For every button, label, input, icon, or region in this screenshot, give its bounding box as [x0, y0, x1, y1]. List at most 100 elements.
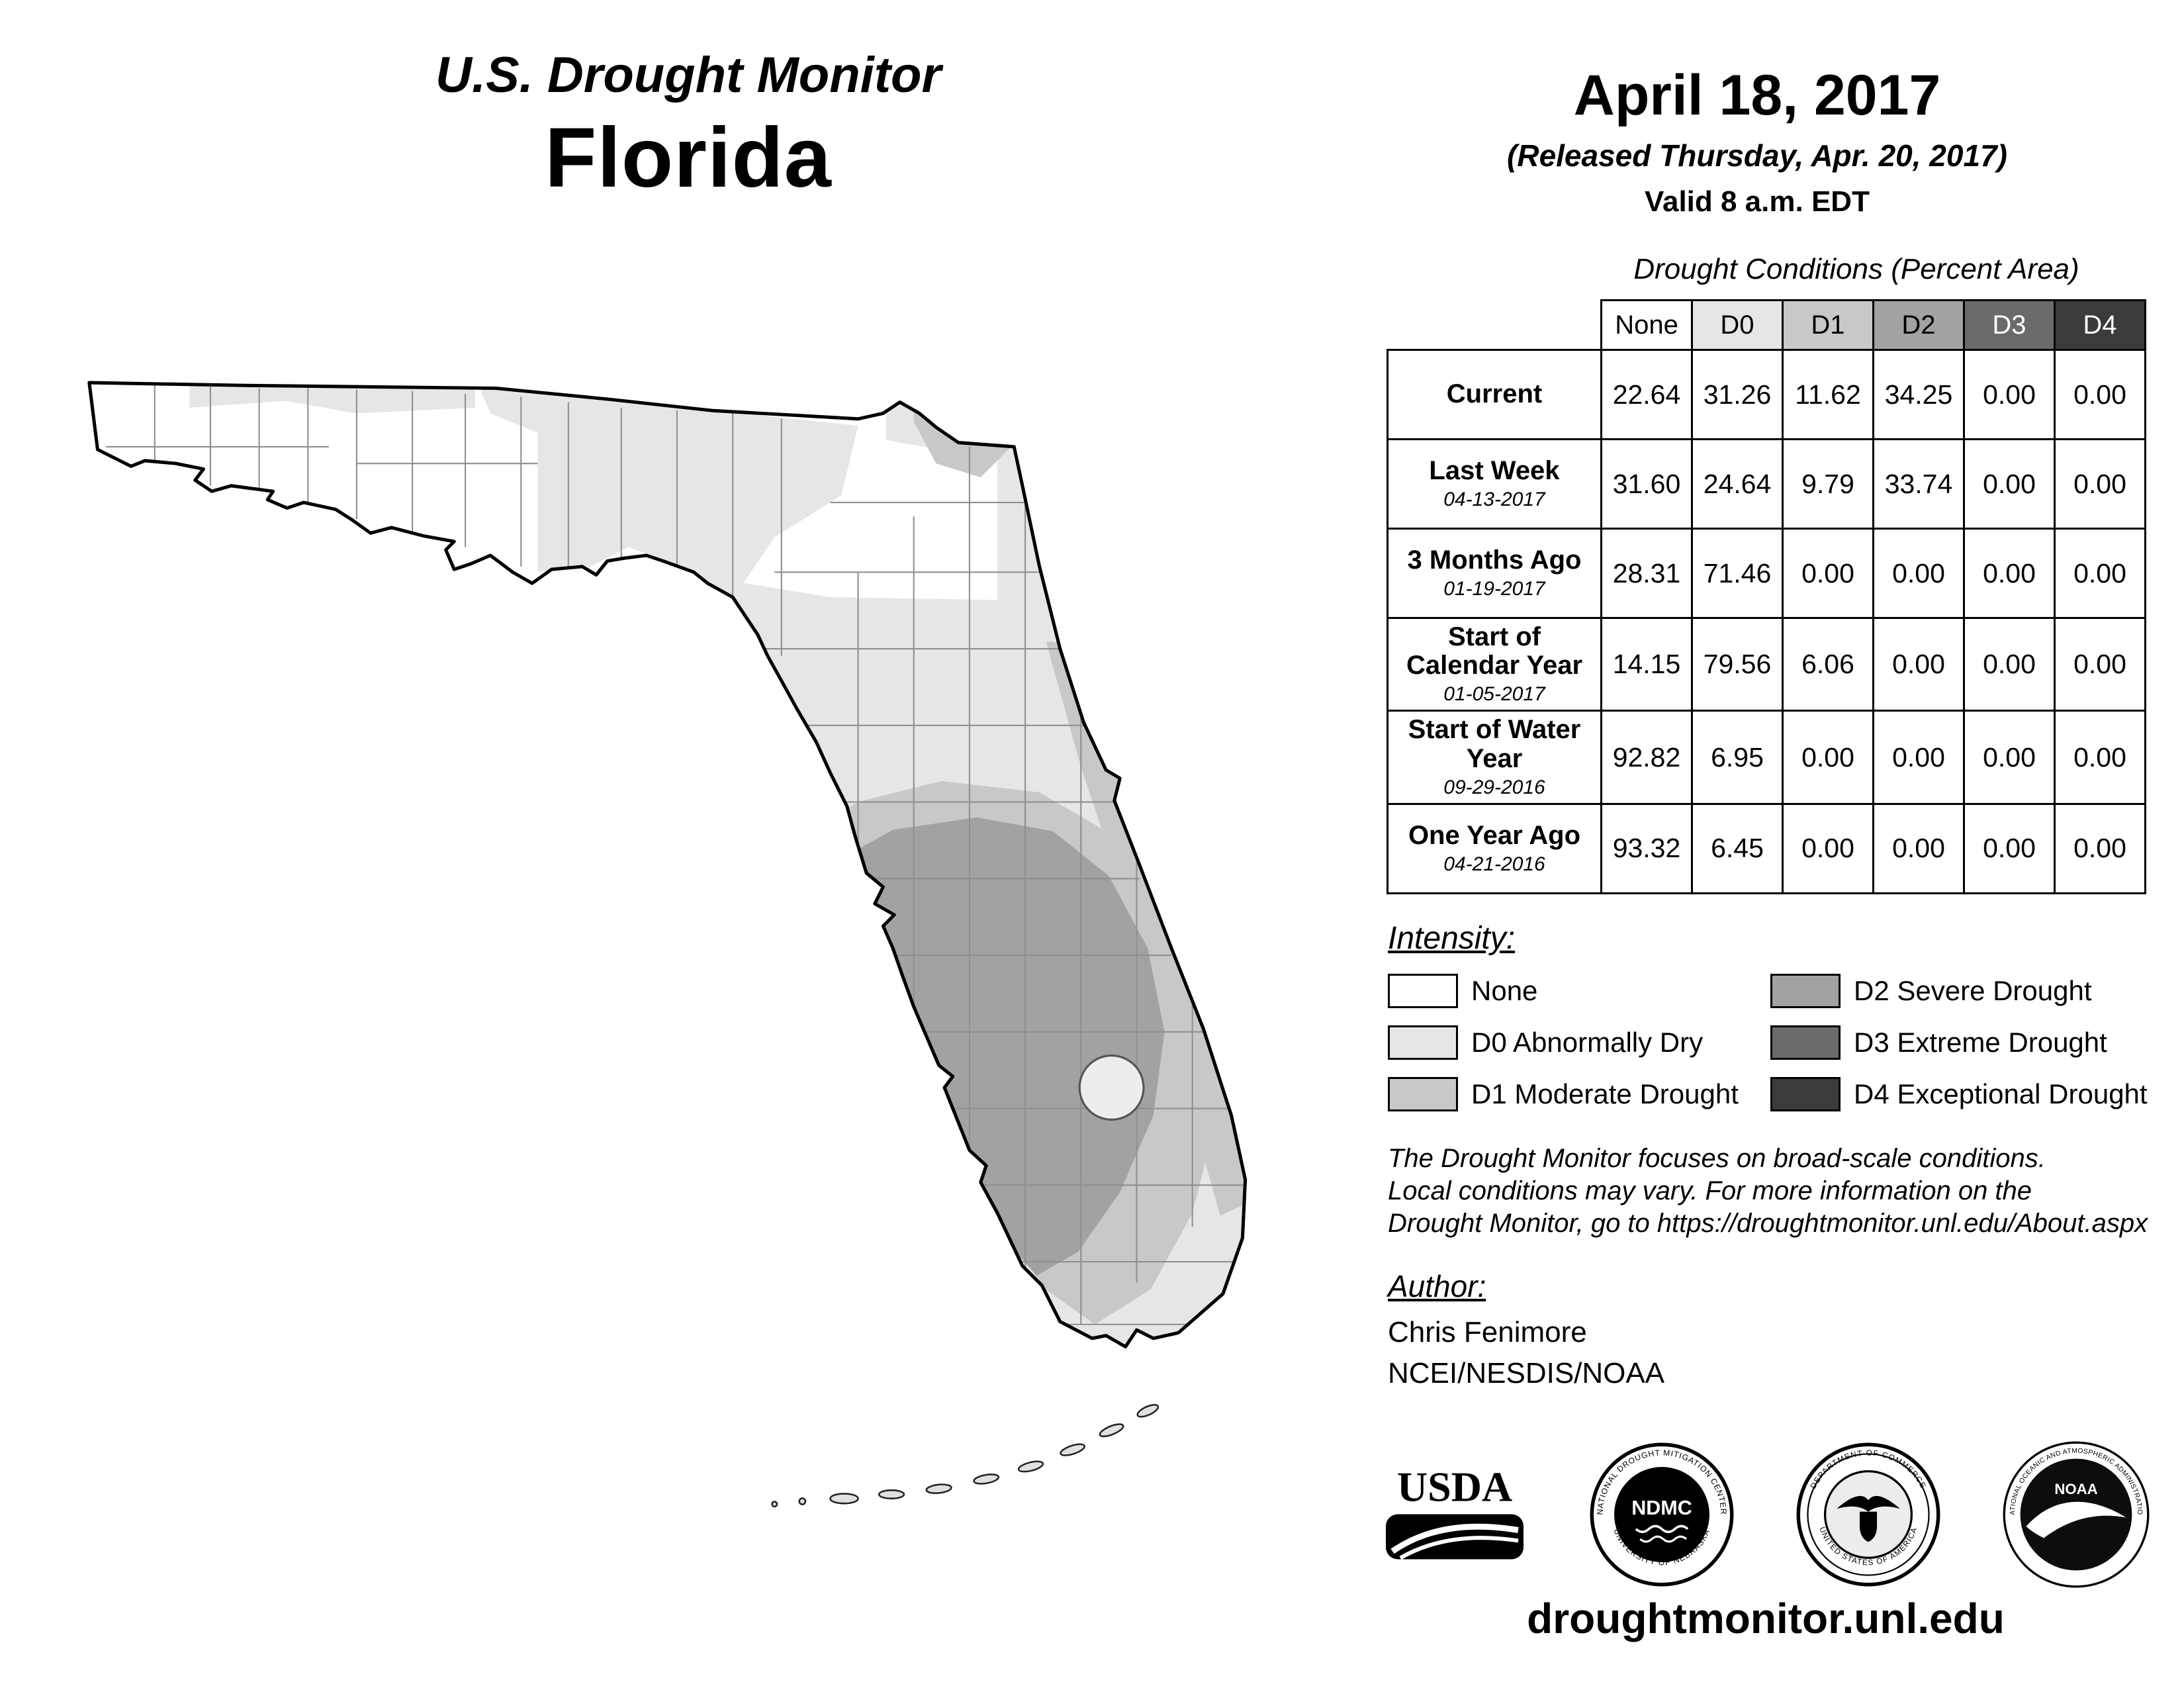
legend-item-d1: D1 Moderate Drought	[1388, 1077, 1770, 1111]
florida-keys	[771, 1404, 1160, 1508]
legend-item-d4: D4 Exceptional Drought	[1770, 1077, 2167, 1111]
map-date: April 18, 2017	[1573, 64, 1941, 127]
legend-item-d0: D0 Abnormally Dry	[1388, 1025, 1770, 1060]
d2-swatch	[1770, 974, 1841, 1008]
cell-value: 31.26	[1691, 349, 1784, 440]
table-corner-cell	[1388, 301, 1602, 350]
cell-value: 14.15	[1600, 616, 1693, 712]
legend-item-d2: D2 Severe Drought	[1770, 974, 2167, 1008]
ndmc-wordmark: NDMC	[1631, 1497, 1692, 1519]
valid-time: Valid 8 a.m. EDT	[1645, 185, 1870, 218]
col-header-d1: D1	[1782, 299, 1874, 351]
table-row: Last Week 04-13-2017 31.60 24.64 9.79 33…	[1387, 438, 2146, 530]
county-boundaries	[106, 385, 1246, 1325]
logo-row: USDA NATIONAL DROUGHT MITIGATION CENTER …	[1382, 1441, 2150, 1587]
cell-value: 0.00	[1963, 616, 2056, 712]
report-title: U.S. Drought Monitor	[435, 47, 942, 103]
cell-value: 11.62	[1782, 349, 1874, 440]
legend-item-d3: D3 Extreme Drought	[1770, 1025, 2167, 1060]
cell-value: 79.56	[1691, 616, 1784, 712]
usda-wordmark: USDA	[1397, 1464, 1512, 1511]
cell-value: 6.95	[1691, 710, 1784, 805]
cell-value: 0.00	[1872, 616, 1965, 712]
cell-value: 0.00	[2054, 438, 2146, 530]
author-title: Author:	[1388, 1269, 1486, 1303]
cell-value: 6.06	[1782, 616, 1874, 712]
d1-swatch	[1388, 1077, 1458, 1111]
cell-value: 0.00	[2054, 528, 2146, 619]
usda-logo: USDA	[1386, 1464, 1524, 1560]
d3-swatch	[1770, 1025, 1841, 1060]
cell-value: 0.00	[2054, 710, 2146, 805]
table-row: Start of Water Year 09-29-2016 92.82 6.9…	[1387, 710, 2146, 805]
author-name: Chris Fenimore	[1388, 1316, 1587, 1348]
noaa-wordmark: NOAA	[2054, 1480, 2097, 1497]
table-title: Drought Conditions (Percent Area)	[1633, 253, 2079, 285]
footer-url: droughtmonitor.unl.edu	[1527, 1595, 2005, 1642]
table-header-row: None D0 D1 D2 D3 D4	[1388, 299, 2146, 351]
cell-value: 0.00	[2054, 802, 2146, 894]
disclaimer-text: The Drought Monitor focuses on broad-sca…	[1388, 1143, 2148, 1239]
noaa-logo: NATIONAL OCEANIC AND ATMOSPHERIC ADMINIS…	[2003, 1441, 2150, 1587]
table-row: Current 22.64 31.26 11.62 34.25 0.00 0.0…	[1387, 349, 2146, 440]
drought-conditions-table: None D0 D1 D2 D3 D4 Current 22.64 31.26 …	[1387, 299, 2146, 894]
col-header-d0: D0	[1691, 299, 1784, 351]
row-label-current: Current	[1387, 349, 1602, 440]
date-block: April 18, 2017 (Released Thursday, Apr. …	[1330, 63, 2184, 218]
cell-value: 22.64	[1600, 349, 1693, 440]
col-header-none: None	[1600, 299, 1693, 351]
intensity-legend: None D2 Severe Drought D0 Abnormally Dry…	[1388, 965, 2175, 1120]
cell-value: 71.46	[1691, 528, 1784, 619]
cell-value: 0.00	[1872, 528, 1965, 619]
cell-value: 0.00	[1963, 710, 2056, 805]
cell-value: 0.00	[1963, 438, 2056, 530]
intensity-title: Intensity:	[1388, 921, 1516, 956]
col-header-d2: D2	[1872, 299, 1965, 351]
cell-value: 0.00	[1782, 528, 1874, 619]
doc-eagle-icon	[1837, 1495, 1900, 1512]
lake-okeechobee	[1078, 1054, 1145, 1121]
author-org: NCEI/NESDIS/NOAA	[1388, 1357, 1665, 1389]
cell-value: 6.45	[1691, 802, 1784, 894]
col-header-d4: D4	[2054, 299, 2146, 351]
table-row: 3 Months Ago 01-19-2017 28.31 71.46 0.00…	[1387, 528, 2146, 619]
cell-value: 0.00	[1963, 802, 2056, 894]
cell-value: 0.00	[2054, 616, 2146, 712]
table-row: Start of Calendar Year 01-05-2017 14.15 …	[1387, 616, 2146, 712]
cell-value: 0.00	[1872, 710, 1965, 805]
cell-value: 0.00	[2054, 349, 2146, 440]
row-label-start-calendar-year: Start of Calendar Year 01-05-2017	[1387, 616, 1602, 712]
florida-drought-map	[78, 363, 1304, 1520]
row-label-3-months-ago: 3 Months Ago 01-19-2017	[1387, 528, 1602, 619]
row-label-start-water-year: Start of Water Year 09-29-2016	[1387, 710, 1602, 805]
cell-value: 0.00	[1782, 802, 1874, 894]
cell-value: 92.82	[1600, 710, 1693, 805]
cell-value: 31.60	[1600, 438, 1693, 530]
disclaimer-url-line: Drought Monitor, go to https://droughtmo…	[1388, 1208, 2148, 1238]
cell-value: 0.00	[1872, 802, 1965, 894]
cell-value: 0.00	[1963, 349, 2056, 440]
ndmc-logo: NATIONAL DROUGHT MITIGATION CENTER UNIVE…	[1590, 1442, 1734, 1586]
row-label-one-year-ago: One Year Ago 04-21-2016	[1387, 802, 1602, 894]
cell-value: 0.00	[1963, 528, 2056, 619]
table-row: One Year Ago 04-21-2016 93.32 6.45 0.00 …	[1387, 802, 2146, 894]
release-date: (Released Thursday, Apr. 20, 2017)	[1507, 138, 2007, 173]
commerce-seal-logo: DEPARTMENT OF COMMERCE UNITED STATES OF …	[1796, 1442, 1940, 1586]
doc-shield-icon	[1859, 1511, 1878, 1542]
title-block: U.S. Drought Monitor Florida	[225, 46, 1152, 207]
noaa-bird-icon	[2026, 1501, 2126, 1538]
col-header-d3: D3	[1963, 299, 2056, 351]
none-swatch	[1388, 974, 1458, 1008]
cell-value: 34.25	[1872, 349, 1965, 440]
d4-swatch	[1770, 1077, 1841, 1111]
d0-swatch	[1388, 1025, 1458, 1060]
cell-value: 24.64	[1691, 438, 1784, 530]
state-name: Florida	[545, 111, 832, 205]
row-label-last-week: Last Week 04-13-2017	[1387, 438, 1602, 530]
cell-value: 28.31	[1600, 528, 1693, 619]
legend-item-none: None	[1388, 974, 1770, 1008]
cell-value: 33.74	[1872, 438, 1965, 530]
cell-value: 9.79	[1782, 438, 1874, 530]
cell-value: 0.00	[1782, 710, 1874, 805]
